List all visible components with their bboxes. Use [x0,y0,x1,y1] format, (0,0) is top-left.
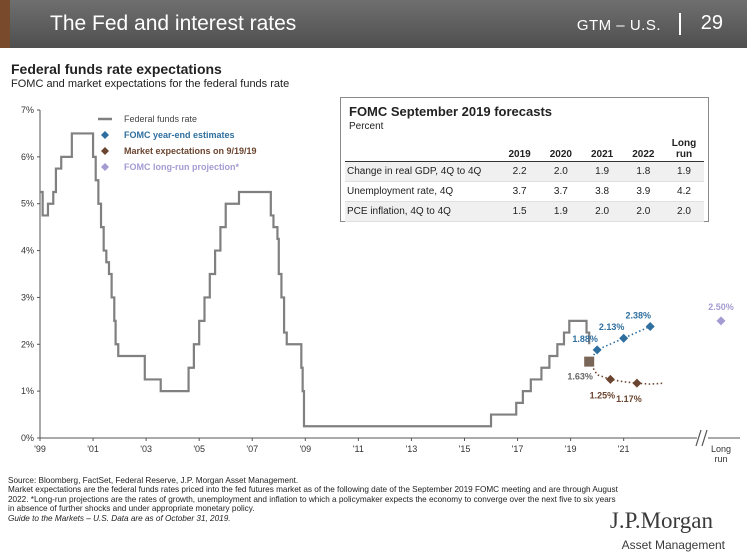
table-row: PCE inflation, 4Q to 4Q 1.5 1.9 2.0 2.0 … [345,201,704,222]
table-cell: 3.8 [581,181,623,202]
forecast-table-subtitle: Percent [349,121,384,132]
table-cell: 1.9 [664,161,704,182]
source-notes: Source: Bloomberg, FactSet, Federal Rese… [8,476,618,523]
table-header-cell: 2020 [540,134,582,162]
y-tick-label: 1% [21,386,34,396]
y-tick-label: 3% [21,292,34,302]
table-cell: 3.7 [540,181,582,202]
table-header-cell: Long run [664,134,704,162]
table-cell: 2.2 [499,161,541,182]
table-header-cell: 2022 [622,134,664,162]
x-tick-label: '15 [459,444,471,454]
table-header-cell: 2019 [499,134,541,162]
axis-break-mark [695,429,702,447]
page-title: The Fed and interest rates [50,12,297,35]
chart-subtitle: FOMC and market expectations for the fed… [11,78,290,90]
y-tick-label: 0% [21,433,34,443]
table-row: Change in real GDP, 4Q to 4Q 2.2 2.0 1.9… [345,161,704,182]
legend-label: Market expectations on 9/19/19 [124,146,257,156]
x-tick-label: '03 [140,444,152,454]
asset-management-label: Asset Management [621,538,725,552]
x-tick-label: '21 [618,444,630,454]
x-tick-label: '05 [193,444,205,454]
x-tick-label: '17 [512,444,524,454]
fomc-estimate-point [645,321,655,331]
federal-funds-rate-line [40,132,591,428]
header-divider [679,13,681,35]
long-run-projection-point [716,316,726,326]
jpmorgan-logo: J.P.Morgan [609,508,713,533]
table-header-blank [345,134,499,162]
data-label: 1.25% [590,390,616,400]
market-expectation-point [632,378,642,388]
table-cell: 1.5 [499,201,541,222]
forecast-table-title: FOMC September 2019 forecasts [349,104,553,119]
forecast-table-box: FOMC September 2019 forecasts Percent 20… [340,97,709,222]
table-row-label: Unemployment rate, 4Q [345,181,499,202]
axis-break-mark [701,429,708,447]
x-tick-label-long-run: Long [711,444,731,454]
table-row-label: Change in real GDP, 4Q to 4Q [345,161,499,182]
x-tick-label: '11 [353,444,364,454]
page-number: 29 [700,12,723,34]
table-cell: 2.0 [581,201,623,222]
gtm-label: GTM – U.S. [576,17,661,34]
source-line: Source: Bloomberg, FactSet, Federal Rese… [8,476,299,485]
current-rate-marker [584,356,595,367]
market-expectation-point [605,374,615,384]
market-expectations-line [588,361,664,385]
legend-swatch [101,163,109,171]
y-tick-label: 5% [21,199,34,209]
x-tick-label: '19 [565,444,577,454]
table-cell: 3.9 [622,181,664,202]
y-tick-label: 2% [21,339,34,349]
x-tick-label: '01 [87,444,99,454]
x-tick-label: '07 [246,444,258,454]
legend-swatch [101,131,109,139]
table-row: Unemployment rate, 4Q 3.7 3.7 3.8 3.9 4.… [345,181,704,202]
table-cell: 2.0 [664,201,704,222]
data-label: 1.17% [616,394,642,404]
source-note: Market expectations are the federal fund… [8,485,618,514]
fed-funds-chart: 0% 1% 2% 3% 4% 5% 6% 7% '99 '01 '03 '05 '07 '09 '11 '13… [21,105,740,464]
fomc-estimates-line [588,325,651,363]
x-tick-label: '99 [34,444,46,454]
y-tick-label: 4% [21,246,34,256]
legend-swatch [101,147,109,155]
table-cell: 1.8 [622,161,664,182]
data-label: 1.63% [567,372,593,382]
legend-label: FOMC long-run projection* [124,162,239,172]
legend-label: FOMC year-end estimates [124,130,235,140]
table-cell: 1.9 [581,161,623,182]
legend-label: Federal funds rate [124,114,197,124]
table-cell: 2.0 [540,161,582,182]
fomc-estimate-point [592,345,602,355]
source-date: Guide to the Markets – U.S. Data are as … [8,513,231,523]
data-label: 2.50% [708,302,734,312]
y-tick-label: 6% [21,152,34,162]
data-label: 2.13% [599,322,625,332]
table-cell: 4.2 [664,181,704,202]
data-label: 2.38% [625,310,651,320]
table-header-cell: 2021 [581,134,623,162]
x-tick-label: '13 [406,444,418,454]
table-cell: 3.7 [499,181,541,202]
table-header-row: 2019 2020 2021 2022 Long run [345,134,704,162]
x-tick-label-long-run: run [714,454,727,464]
table-cell: 2.0 [622,201,664,222]
fomc-estimate-point [619,333,629,343]
forecast-table: 2019 2020 2021 2022 Long run Change in r… [345,134,704,222]
x-tick-label: '09 [299,444,311,454]
data-label: 1.88% [572,334,598,344]
chart-title: Federal funds rate expectations [11,61,222,77]
table-row-label: PCE inflation, 4Q to 4Q [345,201,499,222]
header-bar: The Fed and interest rates GTM – U.S. 29 [0,0,747,48]
y-tick-label: 7% [21,105,34,115]
table-cell: 1.9 [540,201,582,222]
header-accent-tab [0,0,10,48]
